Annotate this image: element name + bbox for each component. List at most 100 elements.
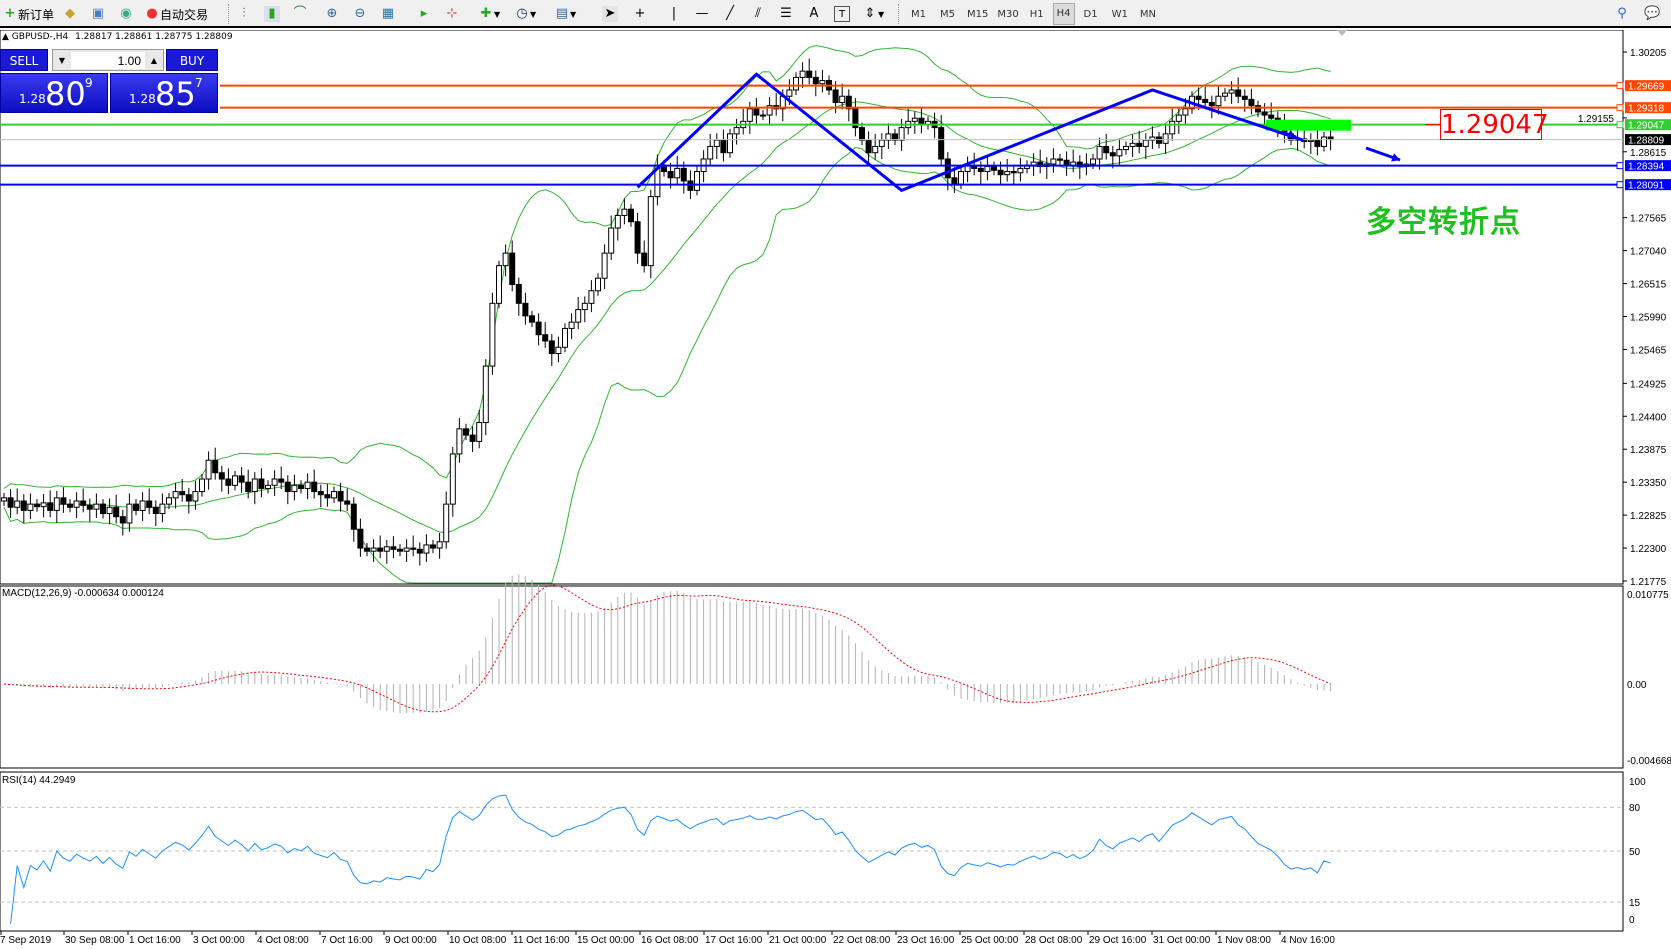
new-order-button[interactable]: + 新订单 (2, 3, 54, 25)
horizontal-line-icon: — (695, 6, 709, 21)
tile-windows-button[interactable]: ▦ (380, 3, 396, 25)
candle (317, 484, 324, 508)
price-tick-label: 1.28615 (1630, 148, 1667, 159)
time-label: 29 Oct 16:00 (1089, 935, 1147, 946)
buy-price[interactable]: 1.28 85 7 (110, 73, 218, 113)
auto-trading-icon: ● (146, 6, 158, 21)
candle-body (1175, 114, 1182, 122)
zoom-out-button[interactable]: ⊖ (352, 3, 368, 25)
candle (1109, 145, 1116, 169)
sell-price-fraction: 9 (85, 76, 93, 90)
sell-button[interactable]: SELL (0, 49, 48, 71)
arrows-button[interactable]: ⇕ ▼ (862, 3, 885, 25)
timeframe-h1[interactable]: H1 (1029, 8, 1044, 20)
templates-button[interactable]: ▤ ▼ (554, 3, 576, 25)
timeframe-w1[interactable]: W1 (1111, 8, 1128, 20)
market-watch-button[interactable]: ◆ (62, 3, 78, 25)
indicators-button[interactable]: ✚ ▼ (478, 3, 501, 25)
new-order-label: 新订单 (18, 7, 55, 22)
vertical-line-button[interactable]: | (666, 3, 682, 25)
cursor-button[interactable]: ➤ (602, 3, 618, 25)
candle-body (449, 453, 456, 505)
candle (410, 535, 417, 557)
lot-increase-button[interactable]: ▲ (150, 56, 158, 65)
price-tick-label: 1.24400 (1630, 412, 1667, 423)
sell-price[interactable]: 1.28 80 9 (0, 73, 108, 113)
timeframe-m5[interactable]: M5 (940, 8, 955, 20)
chat-button[interactable]: 💬 (1644, 3, 1660, 25)
equidistant-channel-button[interactable]: ⫽ (750, 3, 766, 25)
candle (73, 492, 80, 518)
timeframe-m15[interactable]: M15 (967, 8, 989, 20)
timeframe-d1[interactable]: D1 (1083, 8, 1098, 20)
candle-body (1050, 158, 1057, 165)
text-button[interactable]: A (806, 3, 822, 25)
macd-panel (0, 585, 1624, 769)
candle (271, 470, 278, 496)
line-chart-button[interactable]: ⌒ (292, 3, 308, 25)
candle (7, 489, 14, 518)
bar-chart-button[interactable]: ⫶ (236, 3, 252, 25)
candle (1156, 132, 1162, 149)
candle-body (73, 500, 80, 508)
candle-body (337, 491, 344, 502)
lot-input[interactable] (71, 52, 145, 69)
timeframe-h4[interactable]: H4 (1052, 3, 1075, 25)
candle-body (595, 277, 601, 292)
timeframe-mn[interactable]: MN (1139, 8, 1156, 20)
zoom-in-button[interactable]: ⊕ (324, 3, 340, 25)
candle-body (1, 497, 7, 502)
candle-body (997, 169, 1004, 176)
candle-body (1156, 136, 1162, 144)
collapse-triangle-icon[interactable]: ▲ (2, 32, 9, 42)
candle (1010, 164, 1017, 186)
fibonacci-button[interactable]: ☰ (778, 3, 794, 25)
chart-shift-button[interactable]: ⊹ (444, 3, 460, 25)
candle (542, 322, 549, 348)
candle-body (614, 214, 621, 229)
text-label-button[interactable]: T (834, 3, 850, 25)
candle (53, 490, 60, 523)
candle-body (1248, 98, 1255, 107)
candle (1103, 133, 1110, 160)
candle-body (113, 506, 120, 518)
horizontal-line-button[interactable]: — (694, 3, 710, 25)
candle-body (258, 478, 265, 489)
trendline-button[interactable]: ╱ (722, 3, 738, 25)
buy-button[interactable]: BUY (166, 49, 218, 71)
candle (67, 499, 73, 513)
price-annotation-box[interactable]: 1.29047 (1440, 109, 1549, 140)
candle-body (502, 252, 509, 267)
lot-decrease-button[interactable]: ▼ (58, 56, 66, 65)
periods-button[interactable]: ◷ ▼ (514, 3, 536, 25)
navigator-button[interactable]: ▣ (90, 3, 106, 25)
crosshair-button[interactable]: + (632, 3, 648, 25)
zoom-out-icon: ⊖ (354, 6, 366, 21)
candle-body (298, 484, 304, 489)
candle-body (133, 503, 139, 511)
reversal-point-note[interactable]: 多空转折点 (1366, 205, 1521, 240)
candle (337, 482, 344, 512)
candle-body (727, 133, 733, 154)
timeframe-m1[interactable]: M1 (911, 8, 926, 20)
timeframe-m30[interactable]: M30 (997, 8, 1019, 20)
candle-body (245, 481, 252, 493)
candle-body (944, 158, 951, 179)
auto-scroll-button[interactable]: ▸ (416, 3, 432, 25)
candle (225, 468, 232, 495)
auto-trading-button[interactable]: ● 自动交易 (144, 3, 208, 25)
candle-body (192, 491, 199, 502)
trendline-icon: ╱ (726, 6, 734, 21)
auto-scroll-icon: ▸ (420, 6, 428, 21)
search-button[interactable]: ⚲ (1614, 3, 1630, 25)
candle-body (647, 196, 654, 267)
chart-area[interactable]: 1.296691.293181.290471.288091.283941.280… (0, 30, 1671, 949)
candle-chart-button[interactable]: ▮ (264, 3, 280, 25)
terminal-button[interactable]: ◉ (118, 3, 134, 25)
level-price-tag (1625, 102, 1671, 114)
candle-body (456, 428, 463, 455)
dropdown-arrow-icon: ▼ (878, 9, 885, 19)
candle (60, 487, 67, 513)
candle-body (529, 315, 535, 323)
candle-body (1261, 111, 1268, 116)
